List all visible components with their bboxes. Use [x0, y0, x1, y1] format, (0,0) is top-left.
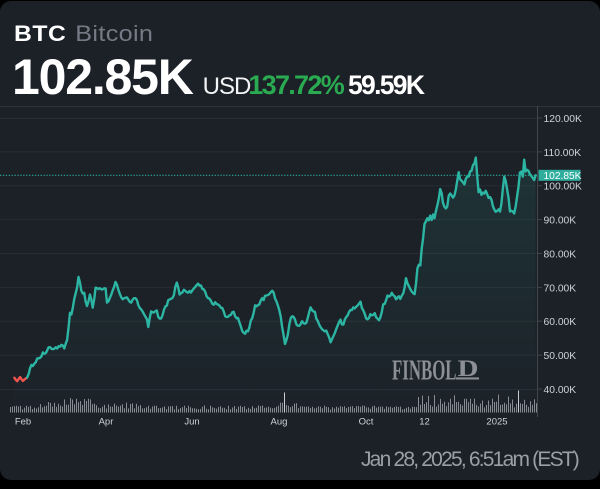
svg-text:90.00K: 90.00K [544, 216, 577, 227]
svg-text:FINBOL: FINBOL [392, 356, 457, 387]
svg-text:110.00K: 110.00K [544, 148, 582, 159]
svg-text:Oct: Oct [359, 416, 374, 427]
svg-text:60.00K: 60.00K [544, 317, 577, 328]
svg-text:Apr: Apr [99, 416, 114, 427]
svg-text:D: D [458, 356, 479, 381]
svg-text:Feb: Feb [15, 416, 31, 427]
svg-text:120.00K: 120.00K [544, 114, 582, 125]
svg-text:80.00K: 80.00K [544, 249, 577, 260]
svg-text:2025: 2025 [486, 416, 507, 427]
svg-text:70.00K: 70.00K [544, 283, 577, 294]
svg-text:102.85K: 102.85K [544, 171, 582, 182]
svg-text:12: 12 [419, 416, 430, 427]
svg-text:100.00K: 100.00K [544, 182, 582, 193]
svg-text:Aug: Aug [271, 416, 288, 427]
svg-text:40.00K: 40.00K [544, 385, 577, 396]
svg-text:Jun: Jun [184, 416, 199, 427]
svg-text:50.00K: 50.00K [544, 351, 577, 362]
